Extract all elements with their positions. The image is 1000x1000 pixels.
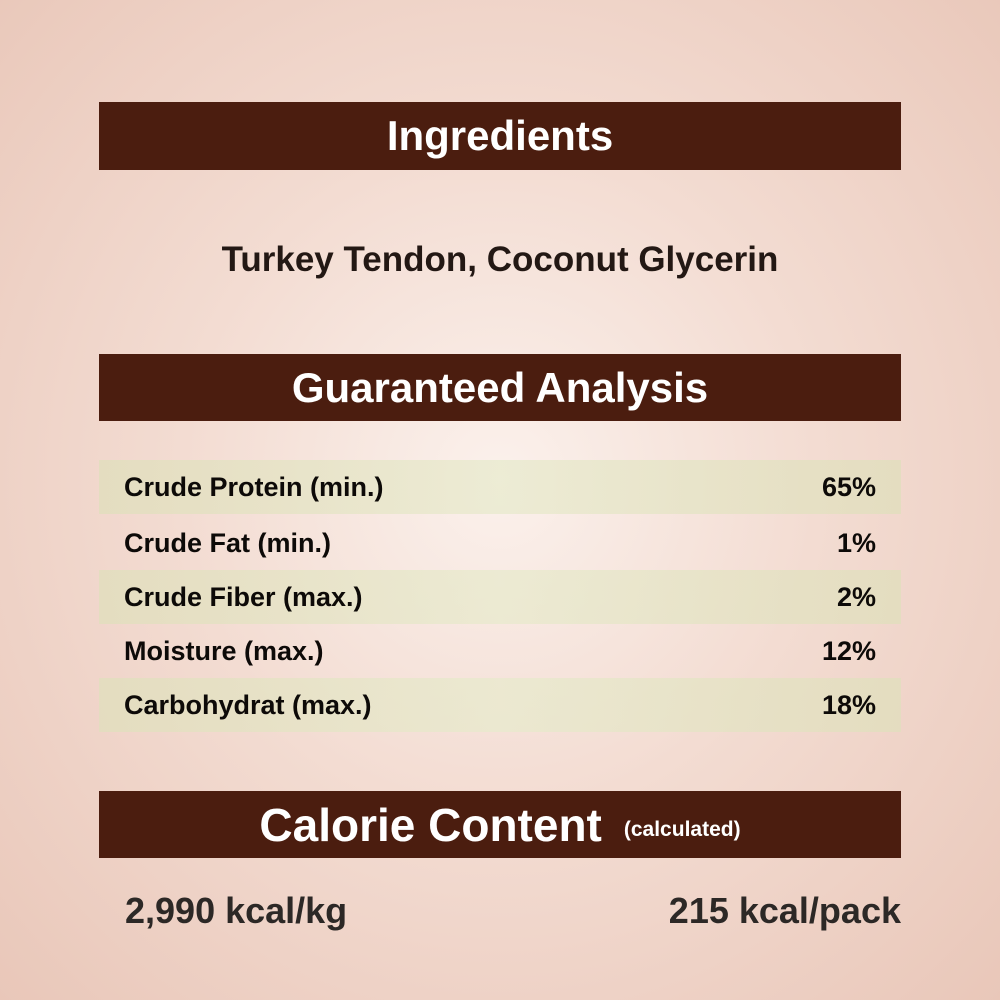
analysis-row: Crude Protein (min.) 65%	[99, 460, 901, 514]
row-label: Crude Protein (min.)	[124, 471, 384, 502]
row-value: 1%	[836, 527, 876, 558]
row-value: 18%	[821, 689, 876, 720]
row-label: Moisture (max.)	[124, 635, 324, 666]
calorie-per-kg: 2,990 kcal/kg	[125, 890, 348, 931]
analysis-title: Guaranteed Analysis	[291, 363, 709, 411]
analysis-row: Carbohydrat (max.) 18%	[99, 678, 901, 732]
row-value: 65%	[821, 471, 876, 502]
analysis-row: Moisture (max.) 12%	[99, 624, 901, 678]
calorie-per-pack: 215 kcal/pack	[668, 890, 901, 931]
analysis-row: Crude Fiber (max.) 2%	[99, 570, 901, 624]
calorie-title: Calorie Content	[259, 798, 602, 851]
calorie-note: (calculated)	[623, 817, 741, 841]
ingredients-header: Ingredients	[99, 102, 901, 170]
ingredients-text: Turkey Tendon, Coconut Glycerin	[221, 240, 779, 279]
row-label: Carbohydrat (max.)	[124, 689, 372, 720]
row-label: Crude Fiber (max.)	[124, 581, 363, 612]
row-value: 2%	[836, 581, 876, 612]
row-value: 12%	[821, 635, 876, 666]
row-label: Crude Fat (min.)	[124, 527, 331, 558]
analysis-header: Guaranteed Analysis	[99, 354, 901, 421]
analysis-row: Crude Fat (min.) 1%	[99, 516, 901, 570]
ingredients-title: Ingredients	[386, 112, 614, 159]
calorie-header: Calorie Content (calculated)	[99, 791, 901, 858]
